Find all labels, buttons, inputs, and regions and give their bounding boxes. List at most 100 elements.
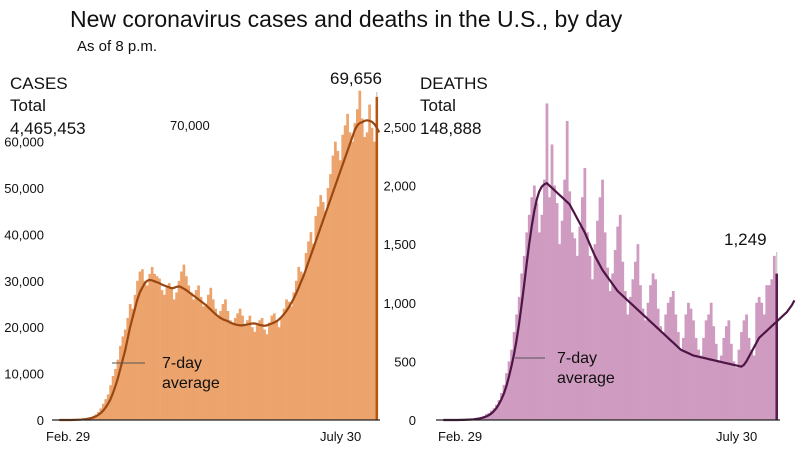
daily-bar	[189, 292, 193, 420]
daily-bar	[608, 291, 612, 420]
daily-bar	[765, 285, 769, 420]
daily-bar	[588, 255, 592, 420]
daily-bar	[121, 336, 125, 420]
daily-bar	[656, 308, 660, 420]
daily-bar	[596, 220, 599, 420]
daily-bar	[545, 103, 549, 420]
latest-value-label: 1,249	[724, 230, 767, 249]
daily-bar	[495, 404, 498, 420]
daily-bar	[138, 271, 142, 420]
total-label: Total	[420, 96, 456, 115]
daily-bar	[170, 287, 174, 420]
daily-bar	[211, 299, 215, 420]
daily-bar	[126, 317, 130, 420]
x-end-label: July 30	[716, 429, 757, 444]
avg-label-line2: average	[162, 375, 220, 392]
daily-bar	[209, 287, 213, 420]
daily-bar	[224, 299, 227, 420]
daily-bar	[755, 302, 759, 420]
daily-bar	[304, 253, 308, 420]
daily-bar	[714, 343, 718, 420]
daily-bar	[258, 320, 261, 420]
daily-bar	[297, 266, 301, 420]
daily-bar	[532, 185, 536, 420]
daily-bar	[312, 243, 315, 420]
daily-bar	[613, 250, 617, 420]
daily-bar	[109, 385, 112, 420]
daily-bar	[299, 271, 303, 420]
daily-bar	[272, 313, 276, 420]
daily-bar	[505, 373, 508, 420]
daily-bar	[697, 349, 700, 420]
daily-bar	[182, 264, 186, 420]
daily-bar	[732, 361, 736, 420]
daily-bar	[510, 349, 513, 420]
daily-bar	[722, 337, 726, 420]
y-tick-label: 60,000	[4, 135, 44, 150]
daily-bar	[687, 302, 690, 420]
chart-subtitle: As of 8 p.m.	[77, 38, 158, 55]
daily-bar	[692, 320, 695, 420]
y-tick-label: 500	[394, 354, 416, 369]
avg-label-line1: 7-day	[557, 350, 597, 367]
daily-bar	[530, 197, 534, 420]
daily-bar	[365, 132, 369, 420]
daily-bar	[762, 314, 766, 420]
daily-bar	[194, 290, 198, 420]
daily-bar	[745, 314, 748, 420]
daily-bar	[316, 206, 320, 420]
daily-bar	[326, 188, 330, 420]
daily-bar	[492, 408, 496, 420]
daily-bar	[177, 280, 181, 420]
daily-bar	[199, 297, 203, 420]
daily-bar	[603, 232, 607, 420]
daily-bar	[512, 332, 516, 420]
y-tick-label: 2,000	[383, 179, 416, 194]
daily-bar	[290, 306, 293, 420]
daily-bar	[128, 304, 132, 420]
daily-bar	[570, 232, 574, 420]
daily-bar	[111, 375, 115, 420]
daily-bar	[646, 302, 650, 420]
daily-bar	[520, 273, 524, 420]
daily-bar	[712, 326, 716, 420]
daily-bar	[487, 412, 491, 420]
daily-bar	[671, 291, 675, 420]
daily-bar	[172, 299, 176, 420]
daily-bar	[522, 255, 526, 420]
daily-bar	[268, 322, 271, 420]
y-tick-label: 1,500	[383, 237, 416, 252]
daily-bar	[250, 327, 254, 420]
y-tick-label: 10,000	[4, 367, 44, 382]
daily-bar	[611, 273, 615, 420]
daily-bar	[243, 324, 247, 420]
daily-bar	[145, 285, 149, 420]
daily-bar	[563, 179, 567, 420]
daily-bar	[623, 291, 627, 420]
daily-bar	[133, 294, 137, 420]
daily-bar	[649, 285, 652, 420]
daily-bar	[490, 410, 493, 420]
daily-bar	[141, 269, 144, 420]
daily-bar	[560, 220, 564, 420]
daily-bar	[747, 337, 751, 420]
daily-bar	[702, 337, 705, 420]
latest-bar	[375, 96, 379, 421]
daily-bar	[659, 326, 663, 420]
daily-bar	[639, 285, 642, 420]
daily-bar	[255, 324, 259, 420]
daily-bar	[719, 355, 723, 420]
daily-bar	[770, 279, 774, 420]
daily-bar	[535, 203, 539, 420]
x-start-label: Feb. 29	[46, 429, 90, 444]
daily-bar	[280, 317, 283, 420]
daily-bar	[231, 322, 235, 420]
chart-title: New coronavirus cases and deaths in the …	[70, 6, 623, 32]
daily-bar	[263, 329, 266, 420]
daily-bar	[158, 278, 161, 420]
daily-bar	[370, 127, 374, 420]
daily-bar	[752, 355, 756, 420]
daily-bar	[735, 367, 738, 420]
daily-bar	[737, 349, 741, 420]
